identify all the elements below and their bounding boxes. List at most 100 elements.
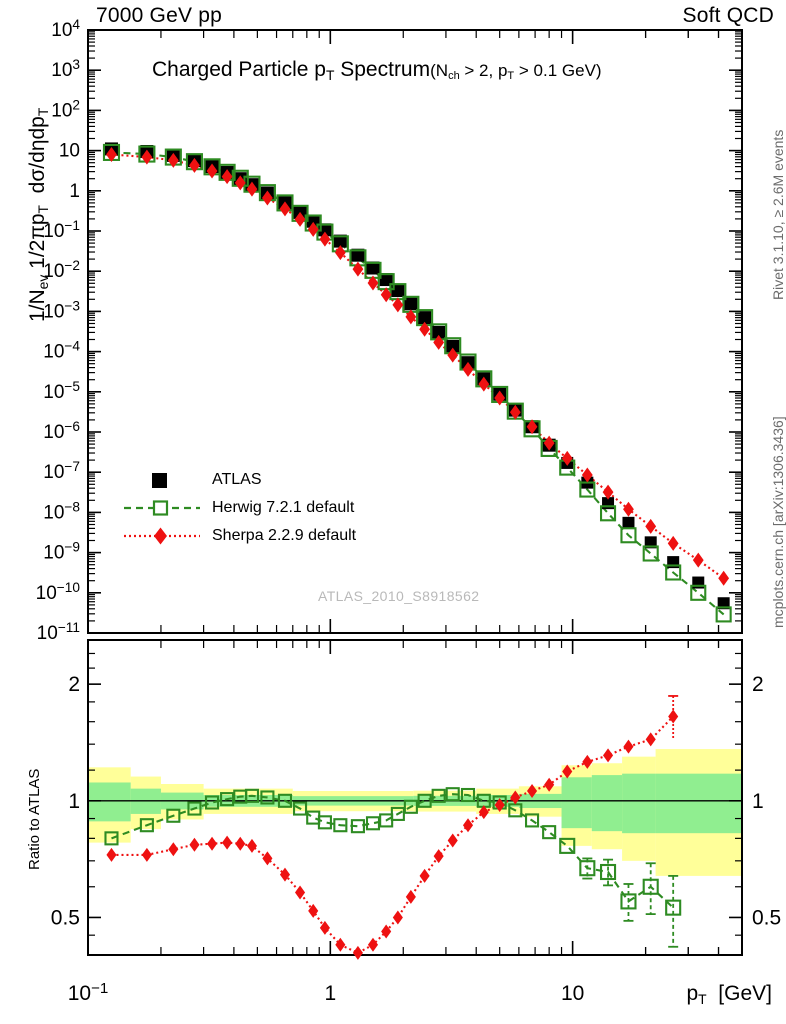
legend-item-atlas[interactable]: ATLAS [122,466,356,494]
sherpa-data-point[interactable] [221,169,233,185]
herwig-ratio-point[interactable] [559,837,576,854]
sherpa-ratio-point[interactable] [419,868,430,883]
sherpa-ratio-point[interactable] [510,790,521,805]
herwig-data-point[interactable] [715,606,732,623]
sherpa-ratio-point[interactable] [562,764,573,779]
sherpa-ratio-point[interactable] [235,836,246,851]
herwig-ratio-point[interactable] [620,893,637,910]
sherpa-data-point[interactable] [581,467,593,483]
sherpa-ratio-point[interactable] [222,835,233,850]
herwig-ratio-point[interactable] [350,819,365,834]
sherpa-ratio-point[interactable] [447,833,458,848]
atlas-data-point[interactable] [404,297,418,311]
herwig-data-point[interactable] [579,481,596,498]
sherpa-data-point[interactable] [447,347,459,363]
legend-item-sherpa[interactable]: Sherpa 2.2.9 default [122,522,356,550]
sherpa-data-point[interactable] [433,334,445,350]
herwig-ratio-point[interactable] [599,863,617,881]
sherpa-ratio-point[interactable] [106,847,117,862]
sherpa-ratio-point[interactable] [367,937,379,952]
herwig-ratio-point[interactable] [390,806,405,821]
herwig-data-point[interactable] [620,527,637,544]
sherpa-ratio-point[interactable] [462,818,474,833]
atlas-data-point[interactable] [644,536,657,549]
atlas-data-point[interactable] [366,261,380,275]
herwig-ratio-point[interactable] [642,878,659,895]
herwig-ratio-point[interactable] [166,808,181,823]
herwig-ratio-point[interactable] [524,813,540,828]
sherpa-data-point[interactable] [334,245,346,261]
sherpa-ratio-point[interactable] [206,836,218,851]
sherpa-ratio-point[interactable] [381,924,392,939]
sherpa-data-point[interactable] [367,275,379,291]
sherpa-ratio-point[interactable] [279,867,291,882]
atlas-data-point[interactable] [418,311,432,325]
sherpa-data-point[interactable] [189,157,200,173]
herwig-ratio-point[interactable] [220,792,235,807]
herwig-ratio-point[interactable] [460,787,476,803]
sherpa-ratio-point[interactable] [544,777,555,792]
sherpa-data-point[interactable] [307,221,319,237]
herwig-ratio-point[interactable] [139,818,154,833]
herwig-data-point[interactable] [642,545,659,562]
sherpa-data-point[interactable] [543,435,555,451]
sherpa-data-point[interactable] [246,181,258,197]
sherpa-ratio-point[interactable] [308,903,319,918]
herwig-ratio-point[interactable] [292,801,308,816]
sherpa-data-point[interactable] [667,535,679,551]
sherpa-data-point[interactable] [234,175,246,191]
herwig-data-point[interactable] [599,505,617,522]
atlas-data-point[interactable] [717,597,730,610]
herwig-ratio-point[interactable] [277,793,293,808]
herwig-data-point[interactable] [665,564,682,581]
sherpa-ratio-point[interactable] [623,739,634,754]
sherpa-ratio-point[interactable] [335,937,346,952]
sherpa-ratio-point[interactable] [168,842,179,857]
sherpa-data-point[interactable] [167,152,179,168]
herwig-ratio-point[interactable] [104,831,119,846]
atlas-data-point[interactable] [379,273,393,287]
sherpa-data-point[interactable] [561,450,573,466]
sherpa-ratio-point[interactable] [478,805,489,820]
sherpa-ratio-point[interactable] [494,798,505,813]
herwig-ratio-point[interactable] [187,801,202,816]
sherpa-data-point[interactable] [478,376,490,392]
sherpa-data-point[interactable] [419,321,431,337]
sherpa-data-point[interactable] [405,309,417,325]
sherpa-data-point[interactable] [462,361,474,377]
herwig-ratio-point[interactable] [579,860,596,877]
herwig-ratio-point[interactable] [542,825,557,840]
sherpa-data-point[interactable] [352,261,364,277]
herwig-ratio-point[interactable] [431,788,446,803]
sherpa-data-point[interactable] [623,501,634,517]
atlas-data-point[interactable] [333,234,347,248]
sherpa-ratio-point[interactable] [645,732,656,747]
sherpa-ratio-point[interactable] [295,885,306,900]
sherpa-data-point[interactable] [392,297,404,313]
sherpa-ratio-point[interactable] [392,910,403,925]
atlas-data-point[interactable] [432,325,446,339]
atlas-data-point[interactable] [622,516,635,529]
atlas-data-point[interactable] [446,339,460,353]
herwig-ratio-point[interactable] [365,816,381,831]
sherpa-data-point[interactable] [494,390,506,406]
sherpa-ratio-point[interactable] [527,783,538,798]
sherpa-data-point[interactable] [718,570,730,586]
herwig-ratio-point[interactable] [260,790,275,805]
sherpa-data-point[interactable] [106,146,117,162]
sherpa-ratio-point[interactable] [602,748,614,763]
herwig-ratio-point[interactable] [417,793,432,808]
sherpa-data-point[interactable] [380,287,392,303]
atlas-data-point[interactable] [351,248,365,262]
herwig-ratio-point[interactable] [244,788,260,803]
sherpa-ratio-point[interactable] [262,851,273,866]
sherpa-data-point[interactable] [645,518,657,534]
sherpa-ratio-point[interactable] [246,838,258,853]
legend-item-herwig[interactable]: Herwig 7.2.1 default [122,494,356,522]
sherpa-data-point[interactable] [262,190,273,206]
sherpa-ratio-point[interactable] [141,847,152,862]
herwig-ratio-point[interactable] [665,899,682,916]
herwig-ratio-point[interactable] [403,799,418,814]
sherpa-ratio-point[interactable] [405,889,416,904]
sherpa-data-point[interactable] [141,149,153,165]
